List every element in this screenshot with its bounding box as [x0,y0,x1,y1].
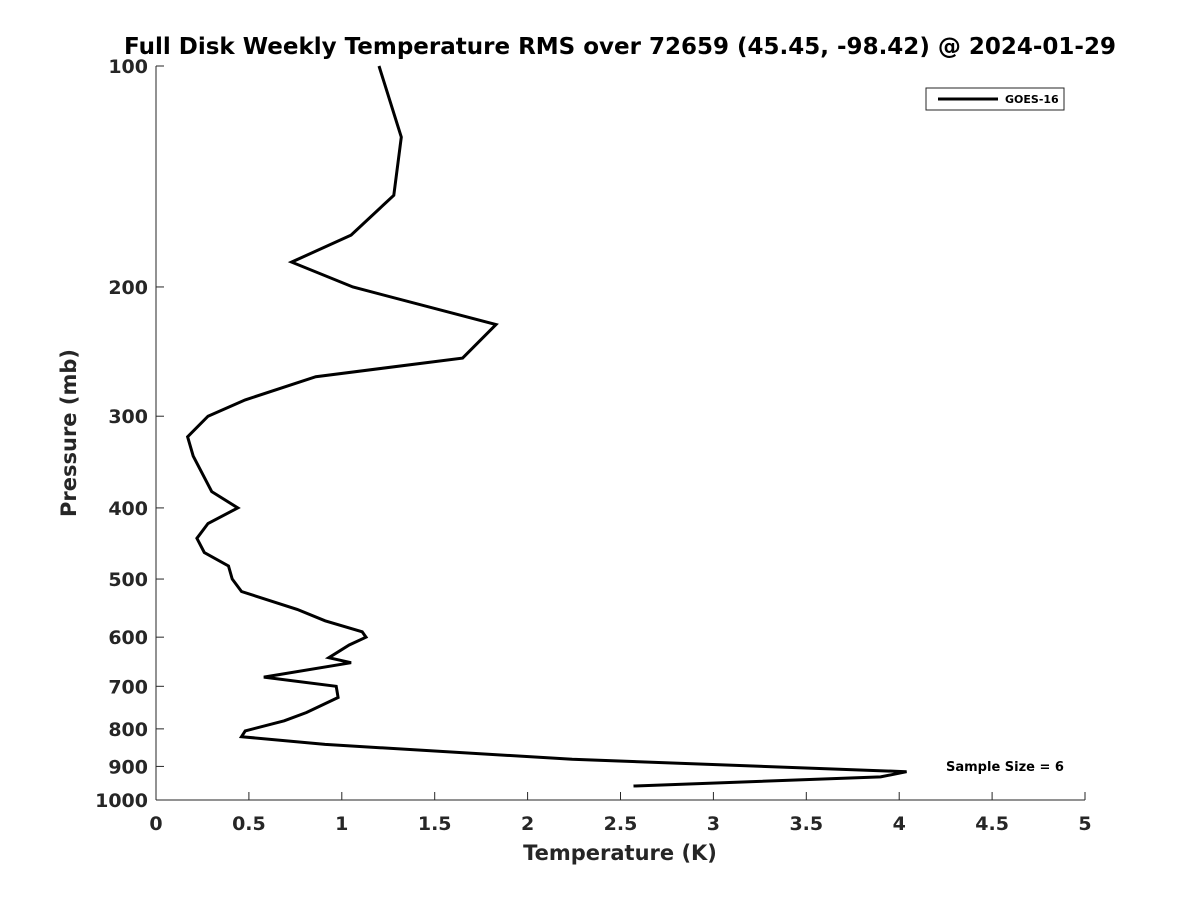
y-tick-label: 600 [108,627,148,649]
sample-size-annotation: Sample Size = 6 [946,760,1064,775]
y-tick-label: 1000 [95,790,148,812]
x-tick-label: 2.5 [604,813,638,835]
x-tick-label: 2 [521,813,534,835]
y-tick-label: 900 [108,756,148,778]
y-tick-label: 300 [108,406,148,428]
x-tick-label: 3 [707,813,720,835]
x-tick-label: 5 [1078,813,1091,835]
y-tick-label: 400 [108,498,148,520]
y-tick-label: 100 [108,56,148,78]
y-ticks: 100 200 300 400 500 600 700 800 900 1000 [95,56,164,812]
x-tick-label: 1.5 [418,813,452,835]
y-axis-label: Pressure (mb) [57,349,81,517]
x-tick-label: 3.5 [789,813,823,835]
y-tick-label: 700 [108,676,148,698]
y-tick-label: 500 [108,569,148,591]
legend-label-goes-16: GOES-16 [1005,93,1059,106]
x-ticks: 0 0.5 1 1.5 2 2.5 3 3.5 4 4.5 5 [149,792,1092,835]
series-line-goes-16 [185,65,907,788]
x-tick-label: 0.5 [232,813,266,835]
legend: GOES-16 [925,87,1065,111]
y-tick-label: 200 [108,277,148,299]
x-tick-label: 1 [335,813,348,835]
x-axis-label: Temperature (K) [523,841,717,865]
x-tick-label: 4.5 [975,813,1009,835]
plot-area [155,66,1085,801]
x-tick-label: 4 [893,813,906,835]
x-tick-label: 0 [149,813,162,835]
chart-title: Full Disk Weekly Temperature RMS over 72… [124,34,1116,60]
series-layer [185,65,907,788]
y-tick-label: 800 [108,719,148,741]
